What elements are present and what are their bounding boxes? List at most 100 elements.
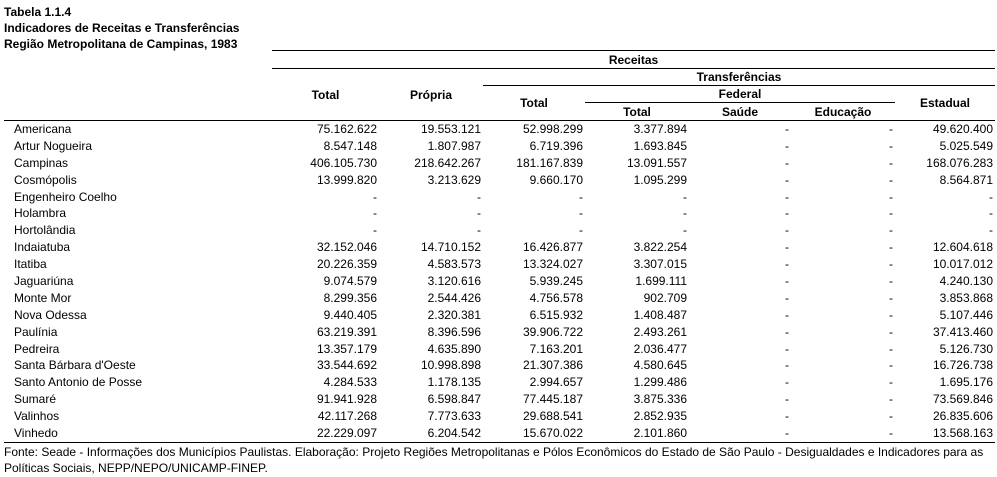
cell-saude: - bbox=[785, 138, 789, 153]
cell-fed-total: 3.377.894 bbox=[633, 121, 687, 136]
header-transf-total: Total bbox=[520, 96, 548, 110]
header-receitas: Receitas bbox=[272, 50, 995, 69]
cell-educacao: - bbox=[889, 290, 893, 305]
cell-propria: 6.598.847 bbox=[427, 392, 481, 407]
table-row: Engenheiro Coelho - - - - - - - bbox=[4, 189, 995, 206]
row-municipio: Holambra bbox=[14, 206, 67, 221]
cell-estadual: 8.564.871 bbox=[939, 172, 993, 187]
cell-total: - bbox=[373, 189, 377, 204]
cell-propria: 4.583.573 bbox=[427, 257, 481, 272]
cell-saude: - bbox=[785, 290, 789, 305]
cell-total: - bbox=[373, 223, 377, 238]
cell-propria: - bbox=[477, 223, 481, 238]
cell-propria: 3.120.616 bbox=[427, 273, 481, 288]
cell-saude: - bbox=[785, 341, 789, 356]
cell-transf-total: 52.998.299 bbox=[522, 121, 583, 136]
cell-educacao: - bbox=[889, 375, 893, 390]
cell-propria: 6.204.542 bbox=[427, 425, 481, 440]
table-number: Tabela 1.1.4 bbox=[4, 5, 72, 19]
row-municipio: Indaiatuba bbox=[14, 240, 71, 255]
cell-estadual: - bbox=[989, 206, 993, 221]
cell-fed-total: 4.580.645 bbox=[633, 358, 687, 373]
cell-propria: 218.642.267 bbox=[414, 155, 481, 170]
cell-fed-total: 2.036.477 bbox=[633, 341, 687, 356]
cell-fed-total: 2.852.935 bbox=[633, 409, 687, 424]
cell-propria: 8.396.596 bbox=[427, 324, 481, 339]
row-municipio: Sumaré bbox=[14, 392, 57, 407]
cell-transf-total: - bbox=[579, 189, 583, 204]
cell-total: 9.440.405 bbox=[323, 307, 377, 322]
row-municipio: Engenheiro Coelho bbox=[14, 189, 117, 204]
cell-educacao: - bbox=[889, 121, 893, 136]
cell-propria: 2.320.381 bbox=[427, 307, 481, 322]
cell-fed-total: 3.822.254 bbox=[633, 240, 687, 255]
table-row: Jaguariúna 9.074.579 3.120.616 5.939.245 1.6… bbox=[4, 273, 995, 290]
cell-fed-total: 3.875.336 bbox=[633, 392, 687, 407]
cell-transf-total: 6.515.932 bbox=[529, 307, 583, 322]
cell-propria: 10.998.898 bbox=[420, 358, 481, 373]
cell-fed-total: 902.709 bbox=[643, 290, 687, 305]
cell-estadual: 5.025.549 bbox=[939, 138, 993, 153]
cell-total: 32.152.046 bbox=[316, 240, 377, 255]
table-body: Americana 75.162.622 19.553.121 52.998.299 3… bbox=[4, 121, 995, 443]
cell-propria: - bbox=[477, 189, 481, 204]
row-municipio: Jaguariúna bbox=[14, 273, 74, 288]
cell-propria: 14.710.152 bbox=[420, 240, 481, 255]
cell-educacao: - bbox=[889, 307, 893, 322]
cell-educacao: - bbox=[889, 409, 893, 424]
cell-fed-total: - bbox=[683, 223, 687, 238]
cell-total: 63.219.391 bbox=[316, 324, 377, 339]
cell-transf-total: 29.688.541 bbox=[522, 409, 583, 424]
row-municipio: Paulínia bbox=[14, 324, 58, 339]
row-municipio: Hortolândia bbox=[14, 223, 76, 238]
cell-total: 75.162.622 bbox=[316, 121, 377, 136]
cell-transf-total: - bbox=[579, 206, 583, 221]
cell-educacao: - bbox=[889, 358, 893, 373]
table-row: Valinhos 42.117.268 7.773.633 29.688.541 2.8… bbox=[4, 408, 995, 425]
cell-transf-total: 15.670.022 bbox=[522, 425, 583, 440]
row-municipio: Valinhos bbox=[14, 409, 60, 424]
cell-fed-total: 1.693.845 bbox=[633, 138, 687, 153]
table-row: Campinas 406.105.730 218.642.267 181.167.83… bbox=[4, 155, 995, 172]
cell-saude: - bbox=[785, 189, 789, 204]
cell-saude: - bbox=[785, 257, 789, 272]
cell-educacao: - bbox=[889, 257, 893, 272]
cell-total: 4.284.533 bbox=[323, 375, 377, 390]
header-saude: Saúde bbox=[721, 104, 758, 119]
cell-estadual: 73.569.846 bbox=[932, 392, 993, 407]
row-municipio: Santa Bárbara d'Oeste bbox=[14, 358, 136, 373]
cell-estadual: 12.604.618 bbox=[932, 240, 993, 255]
cell-estadual: 16.726.738 bbox=[932, 358, 993, 373]
cell-transf-total: - bbox=[579, 223, 583, 238]
cell-educacao: - bbox=[889, 341, 893, 356]
cell-estadual: 37.413.460 bbox=[932, 324, 993, 339]
cell-transf-total: 181.167.839 bbox=[516, 155, 583, 170]
cell-educacao: - bbox=[889, 425, 893, 440]
cell-total: 22.229.097 bbox=[316, 425, 377, 440]
table-row: Americana 75.162.622 19.553.121 52.998.299 3… bbox=[4, 121, 995, 138]
cell-total: 13.357.179 bbox=[316, 341, 377, 356]
cell-saude: - bbox=[785, 375, 789, 390]
cell-estadual: - bbox=[989, 189, 993, 204]
source-note: Fonte: Seade - Informações dos Município… bbox=[4, 445, 984, 475]
row-municipio: Itatiba bbox=[14, 257, 47, 272]
cell-total: - bbox=[373, 206, 377, 221]
table-row: Pedreira 13.357.179 4.635.890 7.163.201 2.03… bbox=[4, 341, 995, 358]
cell-propria: 7.773.633 bbox=[427, 409, 481, 424]
cell-propria: - bbox=[477, 206, 481, 221]
cell-total: 91.941.928 bbox=[316, 392, 377, 407]
cell-saude: - bbox=[785, 172, 789, 187]
cell-estadual: 3.853.868 bbox=[939, 290, 993, 305]
table-row: Vinhedo 22.229.097 6.204.542 15.670.022 2.10… bbox=[4, 425, 995, 443]
cell-total: 42.117.268 bbox=[317, 409, 377, 424]
cell-total: 13.999.820 bbox=[316, 172, 377, 187]
table-row: Itatiba 20.226.359 4.583.573 13.324.027 3.30… bbox=[4, 256, 995, 273]
table-row: Cosmópolis 13.999.820 3.213.629 9.660.170 1.… bbox=[4, 172, 995, 189]
cell-estadual: 168.076.283 bbox=[926, 155, 993, 170]
cell-total: 20.226.359 bbox=[316, 257, 377, 272]
row-municipio: Pedreira bbox=[14, 341, 60, 356]
cell-fed-total: 3.307.015 bbox=[633, 257, 687, 272]
cell-educacao: - bbox=[889, 189, 893, 204]
row-municipio: Cosmópolis bbox=[14, 172, 77, 187]
cell-transf-total: 39.906.722 bbox=[522, 324, 583, 339]
